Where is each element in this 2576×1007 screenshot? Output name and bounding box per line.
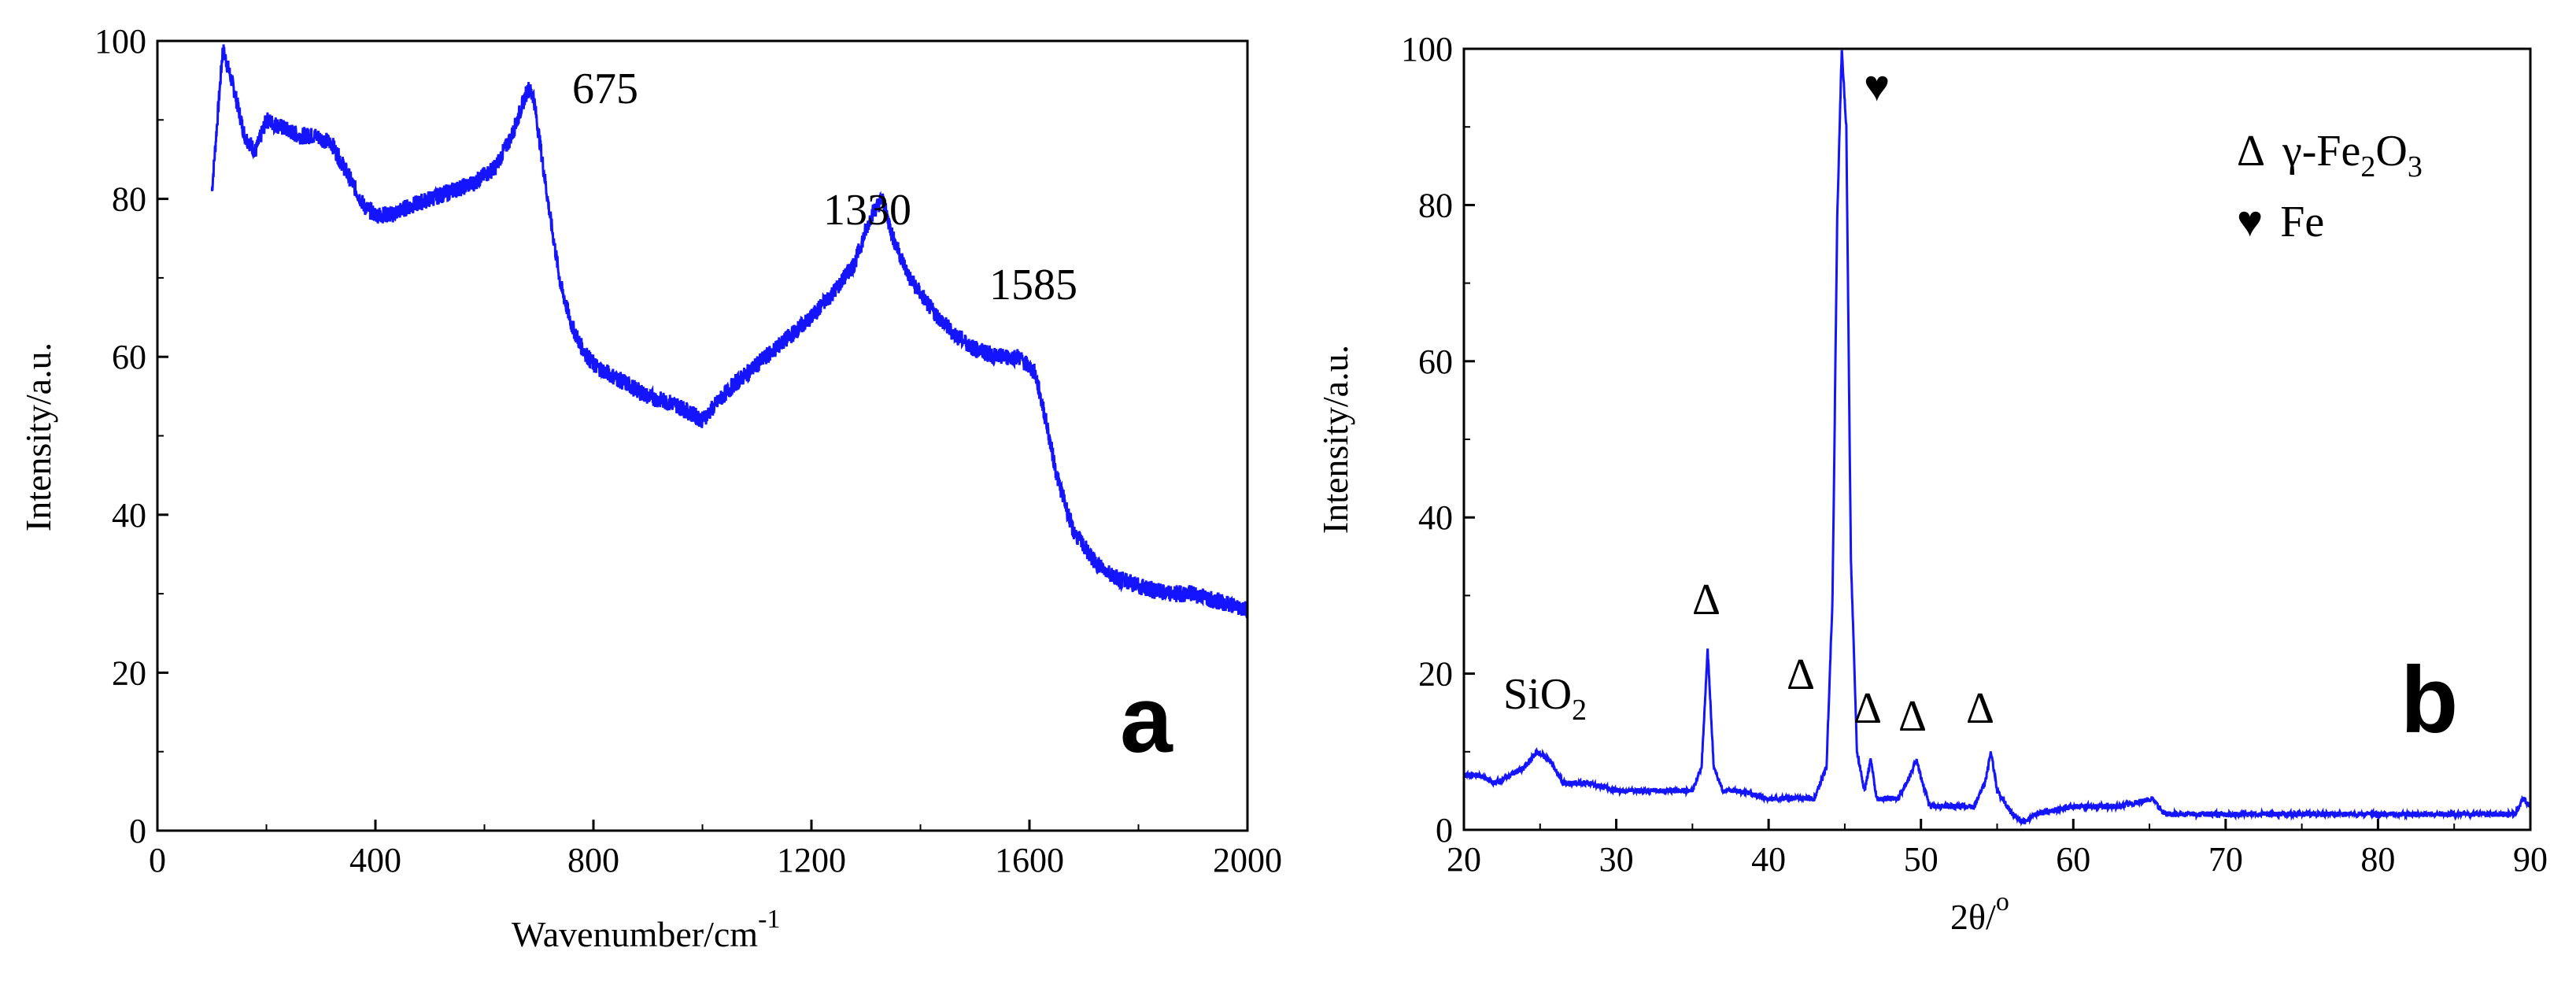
- panel-b-y-tick-label: 100: [1401, 30, 1453, 68]
- panel-b-triangle-50: Δ: [1898, 692, 1927, 741]
- panel-b-plot-frame: [1462, 47, 2532, 831]
- panel-a-x-tick-label: 800: [567, 841, 619, 879]
- panel-a-y-tick-label: 80: [112, 180, 146, 219]
- panel-b-annotation-sio2-sub: 2: [1572, 694, 1587, 727]
- panel-b-annotation-sio2: SiO2: [1503, 670, 1587, 727]
- panel-a-x-tick-label: 2000: [1213, 841, 1282, 879]
- panel-b-x-tick-label: 30: [1599, 840, 1634, 879]
- panel-b-triangle-54: Δ: [1966, 684, 1994, 733]
- panel-b-x-tick-labels: 20 30 40 50 60 70 80 90: [1447, 840, 2548, 879]
- panel-b-triangle-47: Δ: [1853, 684, 1882, 733]
- panel-a-ticks: [156, 39, 1249, 832]
- panel-b-x-tick-label: 70: [2208, 840, 2243, 879]
- panel-b-y-axis-title: Intensity/a.u.: [1315, 345, 1355, 534]
- panel-b-triangle-36: Δ: [1692, 576, 1720, 624]
- panel-b-xrd-line: [1462, 50, 2532, 827]
- panel-b-x-tick-label: 40: [1751, 840, 1786, 879]
- panel-b-x-axis-title: 2θ/o: [1950, 887, 2009, 937]
- panel-a-y-tick-label: 100: [94, 22, 146, 61]
- panel-a-y-tick-label: 20: [112, 653, 146, 692]
- panel-b-y-tick-labels: 0 20 40 60 80 100: [1401, 30, 1453, 850]
- panel-b-y-tick-label: 20: [1418, 655, 1453, 694]
- legend-sub-3: 3: [2408, 150, 2423, 183]
- legend-marker-heart: ♥: [2237, 198, 2263, 246]
- panel-b-x-tick-label: 90: [2513, 840, 2548, 879]
- panel-a-y-tick-label: 60: [112, 338, 146, 376]
- panel-a-annotation-1585: 1585: [989, 261, 1077, 309]
- panel-b-y-tick-label: 0: [1436, 811, 1453, 850]
- legend-label-o: O: [2375, 127, 2407, 176]
- panel-a-x-tick-labels: 0 400 800 1200 1600 2000: [149, 841, 1282, 879]
- panel-b-annotation-sio2-main: SiO: [1503, 670, 1572, 719]
- panel-a-x-axis-title: Wavenumber/cm-1: [512, 905, 780, 954]
- panel-a-x-tick-label: 1200: [777, 841, 846, 879]
- panel-b-y-tick-label: 60: [1418, 342, 1453, 381]
- panel-a-raman-chart: 0 400 800 1200 1600 2000 0 20 40 60 80 100 675 133…: [18, 22, 1282, 954]
- panel-a-y-tick-label: 0: [129, 812, 146, 850]
- panel-a-annotation-1330: 1330: [823, 186, 911, 235]
- panel-a-letter: a: [1120, 667, 1173, 772]
- panel-b-x-tick-label: 50: [1904, 840, 1938, 879]
- panel-a-x-tick-label: 400: [349, 841, 401, 879]
- panel-a-x-tick-label: 0: [149, 841, 166, 879]
- legend-label-fe: Fe: [2280, 198, 2324, 246]
- panel-b-x-tick-label: 20: [1447, 840, 1481, 879]
- panel-b-letter: b: [2400, 647, 2458, 753]
- panel-b-y-tick-label: 40: [1418, 498, 1453, 537]
- panel-a-annotation-675: 675: [572, 65, 638, 113]
- legend-sub-2: 2: [2360, 150, 2375, 183]
- panel-a-y-tick-labels: 0 20 40 60 80 100: [94, 22, 146, 850]
- panel-b-y-tick-label: 80: [1418, 186, 1453, 224]
- panel-b-x-axis-title-main: 2θ/: [1950, 897, 1996, 937]
- panel-a-y-axis-title: Intensity/a.u.: [18, 342, 58, 531]
- panel-b-x-tick-label: 80: [2360, 840, 2395, 879]
- panel-a-plot-frame: [156, 39, 1249, 832]
- panel-a-x-axis-title-sup: -1: [758, 905, 780, 934]
- panel-a-x-tick-label: 1600: [995, 841, 1064, 879]
- panel-a-y-tick-label: 40: [112, 496, 146, 535]
- panel-b-triangle-42: Δ: [1787, 650, 1815, 699]
- panel-b-heart-fe-peak: ♥: [1864, 62, 1890, 111]
- legend-item-fe: ♥ Fe: [2237, 198, 2324, 246]
- legend-marker-triangle: Δ: [2237, 127, 2265, 176]
- panel-b-x-axis-title-sup: o: [1996, 887, 2009, 916]
- panel-b-x-tick-label: 60: [2056, 840, 2090, 879]
- legend-label-gamma-fe: γ-Fe: [2282, 127, 2360, 176]
- panel-a-x-axis-title-main: Wavenumber/cm: [512, 914, 758, 954]
- panel-a-spectrum-line: [210, 44, 1249, 619]
